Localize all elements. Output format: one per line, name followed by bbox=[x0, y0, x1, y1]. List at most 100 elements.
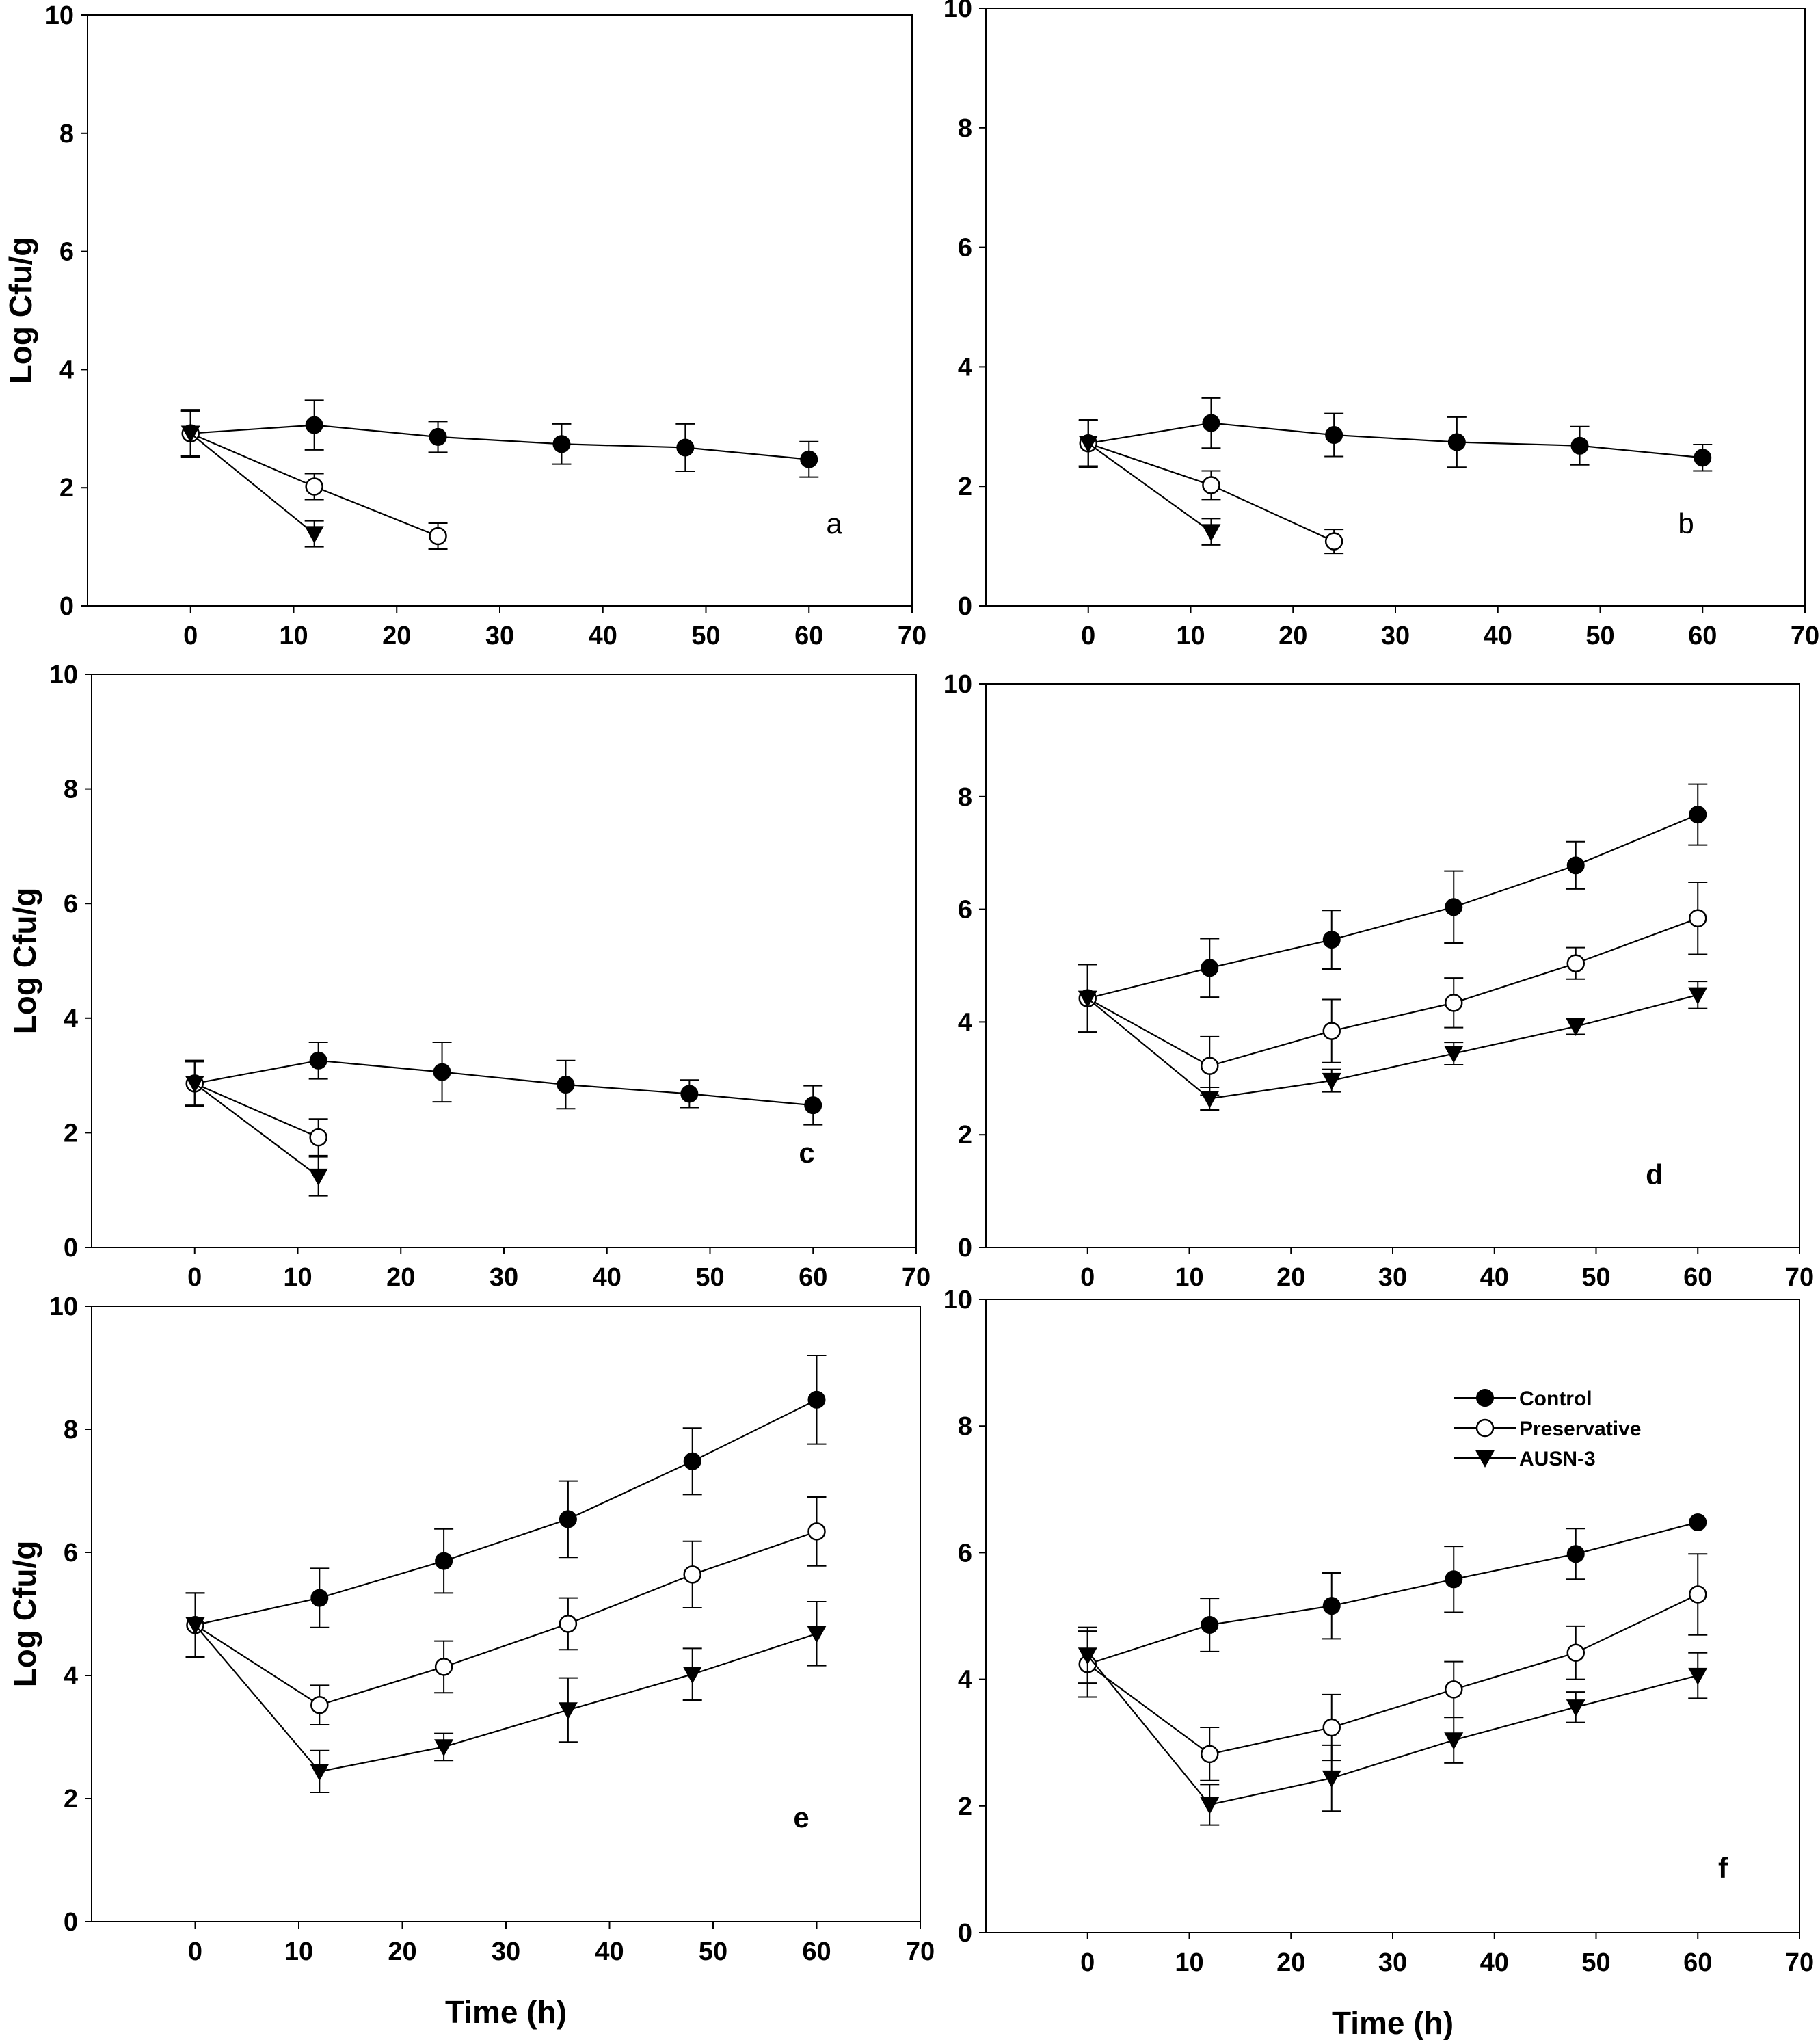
panel-label: c bbox=[799, 1137, 814, 1169]
preservative-point bbox=[1322, 1022, 1341, 1040]
preservative-line bbox=[194, 1531, 817, 1706]
y-tick-label: 8 bbox=[958, 783, 972, 812]
y-tick-label: 2 bbox=[64, 1785, 78, 1814]
x-tick-label: 30 bbox=[1378, 1263, 1407, 1292]
control-line bbox=[1087, 1521, 1698, 1665]
x-tick-label: 20 bbox=[386, 1263, 415, 1292]
legend-entry-label: Control bbox=[1519, 1388, 1592, 1410]
x-tick-label: 50 bbox=[691, 622, 720, 650]
preservative-point bbox=[807, 1522, 826, 1541]
control-point bbox=[1570, 436, 1589, 455]
x-tick-label: 30 bbox=[1378, 1948, 1407, 1977]
control-point bbox=[1445, 1570, 1463, 1589]
legend-entry-label: AUSN-3 bbox=[1519, 1448, 1596, 1470]
control-point bbox=[1322, 931, 1341, 949]
y-tick-label: 6 bbox=[64, 1539, 78, 1567]
control-point bbox=[1201, 1615, 1219, 1634]
y-tick-label: 8 bbox=[958, 1412, 972, 1441]
ausn3-line bbox=[190, 432, 315, 535]
y-axis-title: Log Cfu/g bbox=[7, 888, 42, 1035]
y-tick-label: 8 bbox=[64, 776, 78, 804]
control-point bbox=[1202, 414, 1220, 432]
y-tick-label: 10 bbox=[45, 1, 74, 30]
control-line bbox=[190, 424, 809, 460]
x-tick-label: 70 bbox=[898, 622, 926, 650]
ausn3-point bbox=[1475, 1450, 1495, 1468]
control-point bbox=[557, 1076, 575, 1094]
y-tick-label: 0 bbox=[958, 1234, 972, 1262]
x-tick-label: 30 bbox=[490, 1263, 518, 1292]
control-point bbox=[310, 1589, 329, 1607]
preservative-line bbox=[1087, 1593, 1698, 1756]
x-tick-label: 40 bbox=[589, 622, 617, 650]
ausn3-point bbox=[1078, 436, 1098, 453]
preservative-point bbox=[1566, 1643, 1585, 1662]
legend-entry-label: Preservative bbox=[1519, 1418, 1641, 1440]
control-point bbox=[1445, 898, 1463, 916]
y-axis-title: Log Cfu/g bbox=[3, 237, 38, 384]
ausn3-point bbox=[1444, 1046, 1464, 1063]
ausn3-point bbox=[1200, 1091, 1220, 1109]
y-tick-label: 0 bbox=[64, 1234, 78, 1262]
x-tick-label: 50 bbox=[1581, 1948, 1610, 1977]
x-tick-label: 20 bbox=[388, 1937, 416, 1966]
plot-frame bbox=[985, 1299, 1800, 1933]
ausn3-point bbox=[1566, 1699, 1585, 1717]
y-tick-label: 10 bbox=[944, 1286, 972, 1314]
ausn3-point bbox=[308, 1168, 328, 1187]
preservative-point bbox=[309, 1128, 327, 1147]
control-point bbox=[680, 1085, 699, 1103]
ausn3-point bbox=[1078, 990, 1097, 1008]
preservative-point bbox=[559, 1615, 578, 1633]
preservative-point bbox=[683, 1565, 701, 1584]
x-tick-label: 10 bbox=[1176, 622, 1205, 650]
control-point bbox=[1476, 1389, 1494, 1407]
x-tick-label: 30 bbox=[492, 1937, 520, 1966]
plot-frame bbox=[985, 683, 1800, 1248]
control-point bbox=[1689, 806, 1707, 824]
control-series bbox=[180, 399, 819, 478]
control-point bbox=[804, 1096, 822, 1115]
preservative-point bbox=[310, 1695, 329, 1714]
panel-label: f bbox=[1718, 1852, 1728, 1884]
preservative-point bbox=[1322, 1718, 1341, 1737]
x-tick-label: 0 bbox=[183, 622, 198, 650]
ausn3-point bbox=[1078, 1647, 1097, 1665]
control-point bbox=[435, 1552, 453, 1570]
panel-label: a bbox=[826, 507, 842, 540]
y-tick-label: 2 bbox=[64, 1119, 78, 1148]
y-tick-label: 6 bbox=[958, 1539, 972, 1567]
x-tick-label: 0 bbox=[1080, 1948, 1095, 1977]
x-tick-label: 0 bbox=[1080, 1263, 1095, 1292]
panel-label: e bbox=[793, 1801, 809, 1833]
y-tick-label: 6 bbox=[958, 896, 972, 925]
x-tick-label: 10 bbox=[1175, 1263, 1203, 1292]
x-tick-label: 20 bbox=[1276, 1263, 1305, 1292]
preservative-point bbox=[429, 527, 447, 546]
preservative-point bbox=[1445, 994, 1463, 1012]
control-point bbox=[309, 1051, 327, 1070]
control-point bbox=[305, 416, 323, 434]
y-tick-label: 6 bbox=[59, 238, 74, 267]
x-axis-title: Time (h) bbox=[445, 1994, 567, 2030]
y-tick-label: 8 bbox=[958, 114, 972, 143]
y-tick-label: 4 bbox=[59, 356, 74, 384]
control-point bbox=[1325, 426, 1343, 445]
preservative-line bbox=[1087, 917, 1698, 1067]
ausn3-point bbox=[1201, 524, 1221, 542]
preservative-point bbox=[1689, 909, 1707, 928]
y-tick-label: 0 bbox=[958, 592, 972, 621]
control-line bbox=[1087, 814, 1698, 999]
control-point bbox=[1201, 959, 1219, 977]
control-series bbox=[1078, 397, 1713, 472]
ausn3-point bbox=[304, 526, 324, 544]
x-tick-label: 30 bbox=[485, 622, 514, 650]
ausn3-series bbox=[1078, 419, 1221, 546]
x-tick-label: 0 bbox=[187, 1263, 202, 1292]
ausn3-point bbox=[185, 1076, 204, 1094]
x-tick-label: 20 bbox=[382, 622, 411, 650]
preservative-point bbox=[1201, 1057, 1219, 1075]
control-point bbox=[429, 427, 447, 446]
control-line bbox=[1088, 422, 1703, 459]
x-tick-label: 40 bbox=[1484, 622, 1512, 650]
